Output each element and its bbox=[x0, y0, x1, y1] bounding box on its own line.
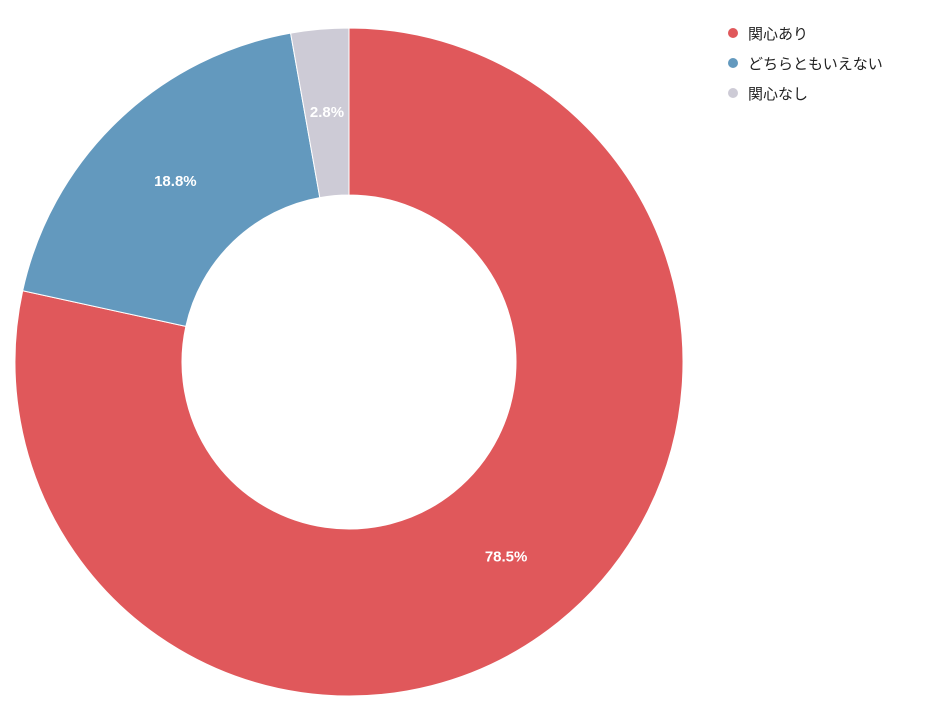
legend-swatch-interested bbox=[728, 28, 738, 38]
legend-label-interested: 関心あり bbox=[748, 25, 809, 43]
legend-item-neutral[interactable]: どちらともいえない bbox=[728, 48, 883, 78]
donut-slice-not-interested[interactable] bbox=[290, 27, 350, 199]
value-label-neutral: 18.8% bbox=[154, 173, 197, 190]
legend-label-neutral: どちらともいえない bbox=[748, 55, 883, 73]
legend-swatch-neutral bbox=[728, 58, 738, 68]
value-label-interested: 78.5% bbox=[485, 549, 528, 566]
value-label-not-interested: 2.8% bbox=[310, 104, 344, 121]
chart-legend: 関心あり どちらともいえない 関心なし bbox=[728, 18, 883, 108]
donut-value-labels: 78.5% 18.8% 2.8% bbox=[154, 104, 527, 566]
donut-slices bbox=[14, 27, 684, 697]
legend-label-not-interested: 関心なし bbox=[748, 85, 809, 103]
legend-item-not-interested[interactable]: 関心なし bbox=[728, 78, 883, 108]
legend-item-interested[interactable]: 関心あり bbox=[728, 18, 883, 48]
legend-swatch-not-interested bbox=[728, 88, 738, 98]
donut-slice-interested[interactable] bbox=[14, 27, 684, 697]
donut-slice-neutral[interactable] bbox=[22, 32, 321, 327]
